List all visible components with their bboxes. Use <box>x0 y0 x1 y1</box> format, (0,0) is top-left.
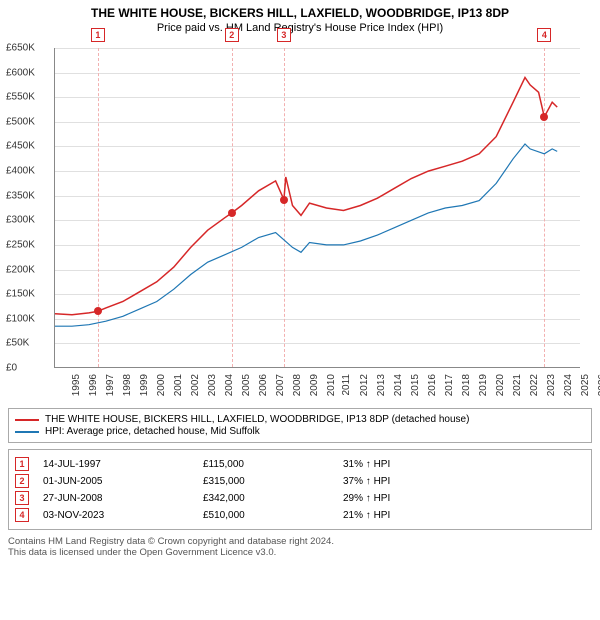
row-delta: 29% ↑ HPI <box>343 493 390 504</box>
x-axis-label: 2005 <box>240 374 251 396</box>
x-axis-label: 2018 <box>461 374 472 396</box>
y-axis-label: £450K <box>6 141 48 152</box>
x-axis-label: 2015 <box>410 374 421 396</box>
legend: THE WHITE HOUSE, BICKERS HILL, LAXFIELD,… <box>8 408 592 443</box>
row-delta: 31% ↑ HPI <box>343 459 390 470</box>
row-date: 03-NOV-2023 <box>43 510 203 521</box>
footnote: Contains HM Land Registry data © Crown c… <box>8 536 592 558</box>
x-axis-label: 2021 <box>512 374 523 396</box>
y-axis-label: £0 <box>6 363 48 374</box>
marker-label: 4 <box>537 28 551 42</box>
x-axis-label: 2023 <box>546 374 557 396</box>
y-axis-label: £600K <box>6 67 48 78</box>
marker-dot <box>228 209 236 217</box>
row-date: 27-JUN-2008 <box>43 493 203 504</box>
marker-dot <box>94 307 102 315</box>
table-row: 2 01-JUN-2005£315,00037% ↑ HPI <box>15 474 585 488</box>
marker-label: 3 <box>277 28 291 42</box>
x-axis-label: 2011 <box>341 374 352 396</box>
x-axis-label: 2007 <box>274 374 285 396</box>
chart-title: THE WHITE HOUSE, BICKERS HILL, LAXFIELD,… <box>8 6 592 20</box>
row-delta: 21% ↑ HPI <box>343 510 390 521</box>
x-axis-label: 2022 <box>529 374 540 396</box>
row-marker: 3 <box>15 491 29 505</box>
series-line <box>55 144 557 326</box>
plot-region: 1234 <box>54 48 580 368</box>
x-axis-label: 2010 <box>325 374 336 396</box>
marker-label: 2 <box>225 28 239 42</box>
y-axis-label: £400K <box>6 166 48 177</box>
row-delta: 37% ↑ HPI <box>343 476 390 487</box>
x-axis-label: 2017 <box>444 374 455 396</box>
row-price: £510,000 <box>203 510 343 521</box>
x-axis-label: 2002 <box>190 374 201 396</box>
legend-swatch <box>15 419 39 421</box>
row-marker: 4 <box>15 508 29 522</box>
table-row: 4 03-NOV-2023£510,00021% ↑ HPI <box>15 508 585 522</box>
y-axis-label: £650K <box>6 43 48 54</box>
footnote-line-2: This data is licensed under the Open Gov… <box>8 547 592 558</box>
x-axis-label: 2019 <box>478 374 489 396</box>
x-axis-label: 2012 <box>359 374 370 396</box>
x-axis-label: 2004 <box>223 374 234 396</box>
x-axis-label: 2003 <box>206 374 217 396</box>
y-axis-label: £300K <box>6 215 48 226</box>
legend-label: THE WHITE HOUSE, BICKERS HILL, LAXFIELD,… <box>45 414 469 425</box>
table-row: 3 27-JUN-2008£342,00029% ↑ HPI <box>15 491 585 505</box>
x-axis-label: 2013 <box>376 374 387 396</box>
legend-item: HPI: Average price, detached house, Mid … <box>15 426 585 437</box>
row-marker: 2 <box>15 474 29 488</box>
x-axis-label: 2025 <box>580 374 591 396</box>
x-axis-label: 2024 <box>563 374 574 396</box>
y-axis-label: £100K <box>6 313 48 324</box>
x-axis-label: 2000 <box>156 374 167 396</box>
x-axis-label: 2009 <box>308 374 319 396</box>
row-price: £342,000 <box>203 493 343 504</box>
y-axis-label: £500K <box>6 116 48 127</box>
x-axis-label: 2008 <box>291 374 302 396</box>
table-row: 1 14-JUL-1997£115,00031% ↑ HPI <box>15 457 585 471</box>
row-date: 01-JUN-2005 <box>43 476 203 487</box>
x-axis-label: 1999 <box>139 374 150 396</box>
row-price: £115,000 <box>203 459 343 470</box>
legend-item: THE WHITE HOUSE, BICKERS HILL, LAXFIELD,… <box>15 414 585 425</box>
series-line <box>55 78 557 315</box>
x-axis-label: 2001 <box>173 374 184 396</box>
marker-dot <box>540 113 548 121</box>
y-axis-label: £250K <box>6 239 48 250</box>
row-marker: 1 <box>15 457 29 471</box>
x-axis-label: 1995 <box>71 374 82 396</box>
y-axis-label: £550K <box>6 92 48 103</box>
legend-label: HPI: Average price, detached house, Mid … <box>45 426 260 437</box>
footnote-line-1: Contains HM Land Registry data © Crown c… <box>8 536 592 547</box>
y-axis-label: £200K <box>6 264 48 275</box>
marker-label: 1 <box>91 28 105 42</box>
x-axis-label: 2006 <box>257 374 268 396</box>
x-axis-label: 2014 <box>393 374 404 396</box>
transactions-table: 1 14-JUL-1997£115,00031% ↑ HPI 2 01-JUN-200… <box>8 449 592 530</box>
x-axis-label: 1998 <box>122 374 133 396</box>
y-axis-label: £350K <box>6 190 48 201</box>
row-price: £315,000 <box>203 476 343 487</box>
y-axis-label: £150K <box>6 289 48 300</box>
marker-dot <box>280 196 288 204</box>
x-axis-label: 2020 <box>495 374 506 396</box>
x-axis-label: 1996 <box>88 374 99 396</box>
row-date: 14-JUL-1997 <box>43 459 203 470</box>
y-axis-label: £50K <box>6 338 48 349</box>
chart-area: £0 £50K £100K £150K £200K £250K £300K £350K £400… <box>8 40 592 404</box>
legend-swatch <box>15 431 39 433</box>
x-axis-label: 2016 <box>427 374 438 396</box>
x-axis-label: 1997 <box>105 374 116 396</box>
